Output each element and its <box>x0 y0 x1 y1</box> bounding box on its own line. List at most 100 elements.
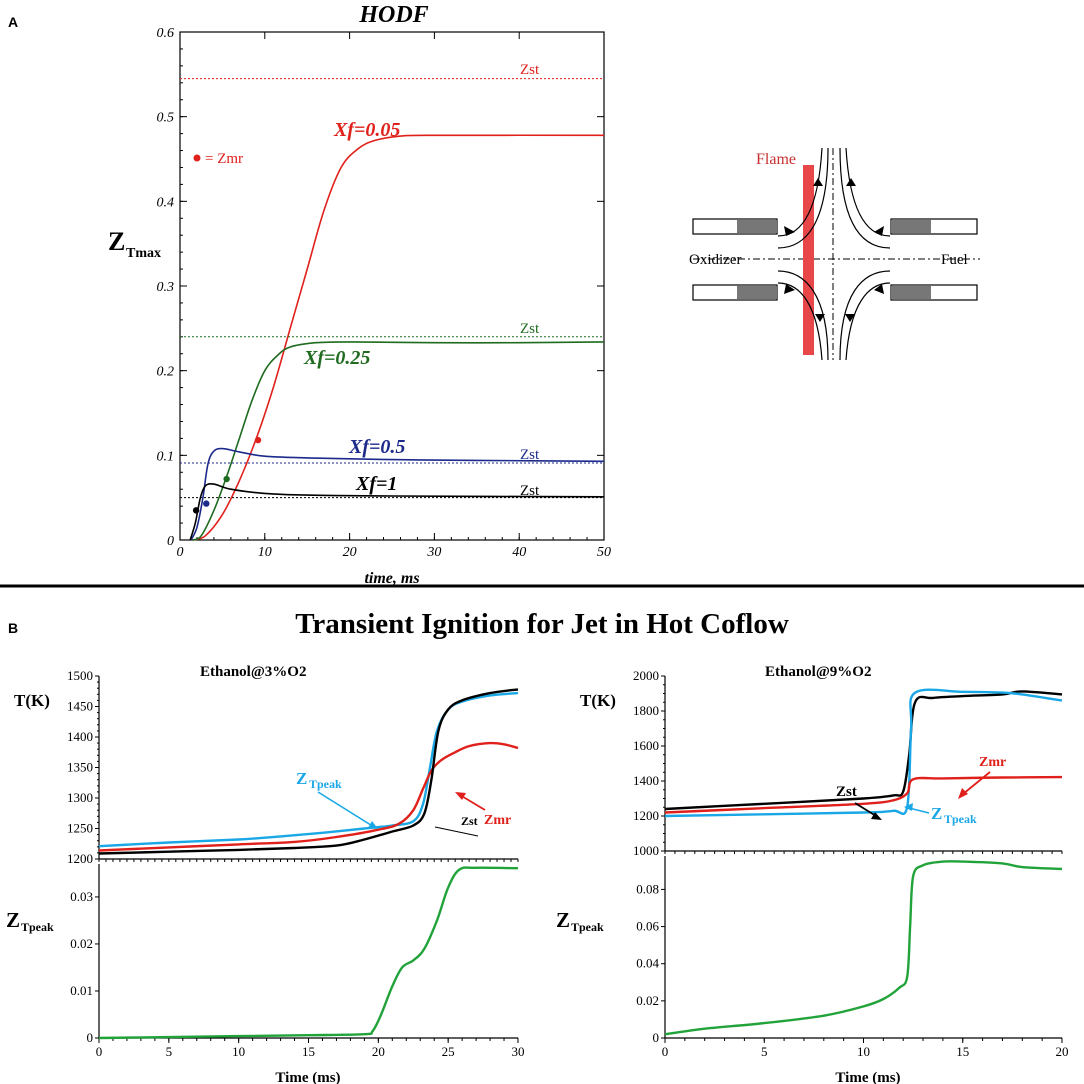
eth3T-ytick-label: 1300 <box>67 790 93 805</box>
panel-b-letter: B <box>8 620 18 636</box>
eth3Z-xtick-label: 10 <box>232 1044 245 1059</box>
eth9-zmr-label: Zmr <box>979 755 1006 770</box>
eth9-title: Ethanol@9%O2 <box>765 664 871 680</box>
eth9T-ytick-label: 1600 <box>633 738 659 753</box>
eth9-zmr-arrowhead <box>958 788 968 799</box>
streamlines <box>777 147 891 361</box>
eth9-T-ylabel: T(K) <box>580 691 616 710</box>
zmr-legend-dot <box>193 154 201 162</box>
hodf-ytick-label: 0.2 <box>157 365 175 380</box>
eth3Z-xtick-label: 0 <box>96 1044 103 1059</box>
hodf-xtick-label: 10 <box>258 545 272 560</box>
hodf-xlabel: time, ms <box>364 570 419 587</box>
eth3-zmr-arrowhead <box>455 792 466 800</box>
eth9Z-ytick-label: 0 <box>653 1030 660 1045</box>
eth3-zmr-label: Zmr <box>484 813 511 828</box>
eth9T-series-line-2 <box>664 775 1063 814</box>
hodf-xtick-label: 30 <box>426 545 441 560</box>
zst-annotation-green: Zst <box>520 321 540 337</box>
eth3-Z-ylabel-sub: Tpeak <box>21 920 54 934</box>
eth9-zmr-arrow <box>962 771 991 795</box>
eth9T-series-line-1 <box>664 688 1063 818</box>
eth9-zst-label: Zst <box>836 784 857 800</box>
hodf-series <box>189 134 605 541</box>
hodf-xtick-label: 40 <box>512 545 526 560</box>
zst-annotation-red: Zst <box>520 62 540 78</box>
eth3-Z-ylabel-main: Z <box>6 908 20 932</box>
eth9T-ytick-label: 1000 <box>633 843 659 858</box>
hodf-xtick-label: 0 <box>177 545 184 560</box>
fuel-nozzle-top-tip <box>891 220 931 233</box>
hodf-xtick-label: 20 <box>343 545 357 560</box>
eth9-Z-ylabel-sub: Tpeak <box>571 920 604 934</box>
hodf-axes: 0 10 20 30 40 50 0 0.1 0.2 0.3 0.4 0.5 0.6 <box>157 26 612 560</box>
eth9T-ytick-label: 1800 <box>633 703 659 718</box>
eth3T-ytick-label: 1450 <box>67 699 93 714</box>
label-xf-025: Xf=0.25 <box>303 347 370 369</box>
eth3T-series-line-1 <box>98 741 519 852</box>
eth9-xlabel: Time (ms) <box>835 1070 900 1084</box>
eth9T-ytick-label: 2000 <box>633 668 659 683</box>
eth9Z-xtick-label: 15 <box>956 1044 969 1059</box>
eth9-zst-arrow <box>854 802 877 817</box>
eth9-zst-arrowhead <box>871 812 882 820</box>
eth3-title: Ethanol@3%O2 <box>200 664 306 680</box>
eth3Z-xtick-label: 30 <box>512 1044 525 1059</box>
eth3-z-chart: 0 0.01 0.02 0.03 0 5 10 15 20 25 30 <box>70 864 525 1059</box>
hodf-ytick-label: 0.1 <box>157 449 175 464</box>
eth9T-series-line-0 <box>664 690 1063 811</box>
hodf-xtick-label: 50 <box>597 545 611 560</box>
fuel-label: Fuel <box>941 252 968 268</box>
eth9T-ytick-label: 1400 <box>633 773 659 788</box>
eth3Z-series-line-0 <box>98 866 519 1040</box>
eth3Z-xtick-label: 5 <box>166 1044 173 1059</box>
hodf-ytick-label: 0.4 <box>157 195 175 210</box>
zmr-legend-label: = Zmr <box>205 151 243 167</box>
hodf-zmr-markers <box>192 436 262 514</box>
fuel-nozzle-bottom-tip <box>891 286 931 299</box>
zst-annotation-black: Zst <box>520 483 540 499</box>
eth3-zst-pointer <box>434 826 479 837</box>
hodf-ytick-label: 0 <box>167 534 174 549</box>
hodf-zmr-dot-0 <box>254 436 262 444</box>
eth3-ztpeak-label-main: Z <box>296 769 307 788</box>
eth9Z-ytick-label: 0.06 <box>636 919 659 934</box>
label-xf-005: Xf=0.05 <box>333 119 400 141</box>
eth3-T-ylabel: T(K) <box>14 691 50 710</box>
hodf-zmr-dot-3 <box>192 507 200 514</box>
hodf-ytick-label: 0.3 <box>157 280 175 295</box>
eth3-ztpeak-label-sub: Tpeak <box>309 777 342 791</box>
oxidizer-nozzle-bottom-tip <box>737 286 777 299</box>
eth3Z-xtick-label: 20 <box>372 1044 385 1059</box>
oxidizer-label: Oxidizer <box>689 252 741 268</box>
eth3Z-ytick-label: 0.02 <box>70 936 93 951</box>
eth3-zmr-arrow <box>459 794 486 811</box>
hodf-series-line-0 <box>192 134 605 541</box>
eth9Z-ytick-label: 0.08 <box>636 881 659 896</box>
counterflow-diagram: Flame Oxidizer Fuel <box>689 147 980 361</box>
eth9-z-chart: 0 0.02 0.04 0.06 0.08 0 5 10 15 20 <box>636 856 1069 1059</box>
eth3-zst-label: Zst <box>461 814 478 828</box>
eth9-temperature-chart: 1000 1200 1400 1600 1800 2000 <box>633 668 1063 858</box>
eth3T-ytick-label: 1500 <box>67 668 93 683</box>
eth9Z-xtick-label: 5 <box>761 1044 768 1059</box>
label-xf-1: Xf=1 <box>355 473 397 495</box>
eth3T-ytick-label: 1250 <box>67 821 93 836</box>
eth9Z-xtick-label: 0 <box>662 1044 669 1059</box>
eth9Z-xtick-label: 10 <box>857 1044 870 1059</box>
eth3Z-ytick-label: 0.01 <box>70 983 93 998</box>
hodf-zst-lines <box>180 78 604 499</box>
hodf-ylabel-sub: Tmax <box>126 246 161 261</box>
hodf-title: HODF <box>358 2 428 28</box>
eth3Z-ytick-label: 0 <box>87 1030 94 1045</box>
eth3-temperature-chart: 1200 1250 1300 1350 1400 1450 1500 <box>67 668 519 866</box>
hodf-ytick-label: 0.6 <box>157 26 175 41</box>
panel-a-letter: A <box>8 14 18 30</box>
eth9-Z-ylabel-main: Z <box>556 908 570 932</box>
eth3-xlabel: Time (ms) <box>275 1070 340 1084</box>
hodf-zmr-dot-2 <box>203 500 210 507</box>
eth3Z-ytick-label: 0.03 <box>70 889 93 904</box>
eth3-ztpeak-arrowhead <box>368 821 378 829</box>
eth3Z-xtick-label: 25 <box>442 1044 455 1059</box>
